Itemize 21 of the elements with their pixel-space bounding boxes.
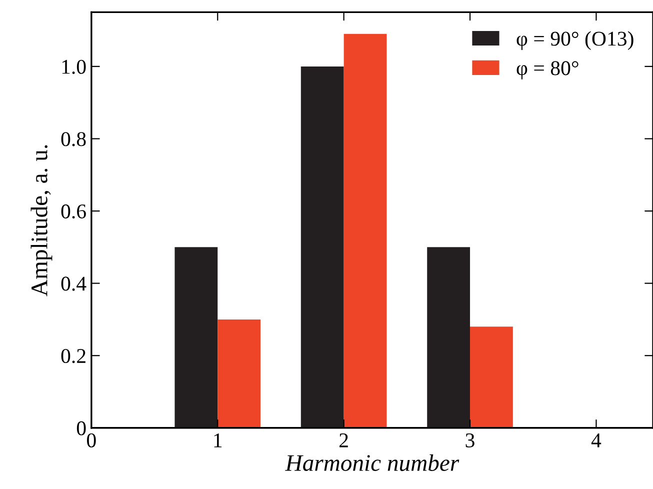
x-tick-label: 0 [87, 433, 96, 448]
y-tick-label: 1.0 [62, 60, 86, 74]
legend-label: φ = 80° [516, 61, 578, 80]
bar [300, 66, 344, 428]
bar [218, 319, 261, 428]
bar [427, 247, 470, 428]
bar [174, 247, 218, 428]
y-tick-label: 0.8 [61, 132, 86, 146]
x-tick-label: 4 [591, 433, 602, 448]
y-tick-label: 0 [76, 421, 86, 436]
bar [470, 326, 513, 428]
x-tick-label: 2 [340, 433, 348, 448]
y-axis-title: Amplitude, a. u. [30, 145, 52, 296]
x-axis-title: Harmonic number [285, 454, 460, 472]
y-tick-label: 0.2 [61, 348, 86, 364]
bar [344, 34, 387, 428]
x-tick-label: 3 [466, 433, 474, 448]
y-tick-label: 0.6 [61, 204, 86, 219]
y-tick-label: 0.4 [61, 276, 86, 291]
x-tick-label: 1 [214, 433, 222, 448]
legend-label: φ = 90° (O13) [516, 31, 634, 50]
